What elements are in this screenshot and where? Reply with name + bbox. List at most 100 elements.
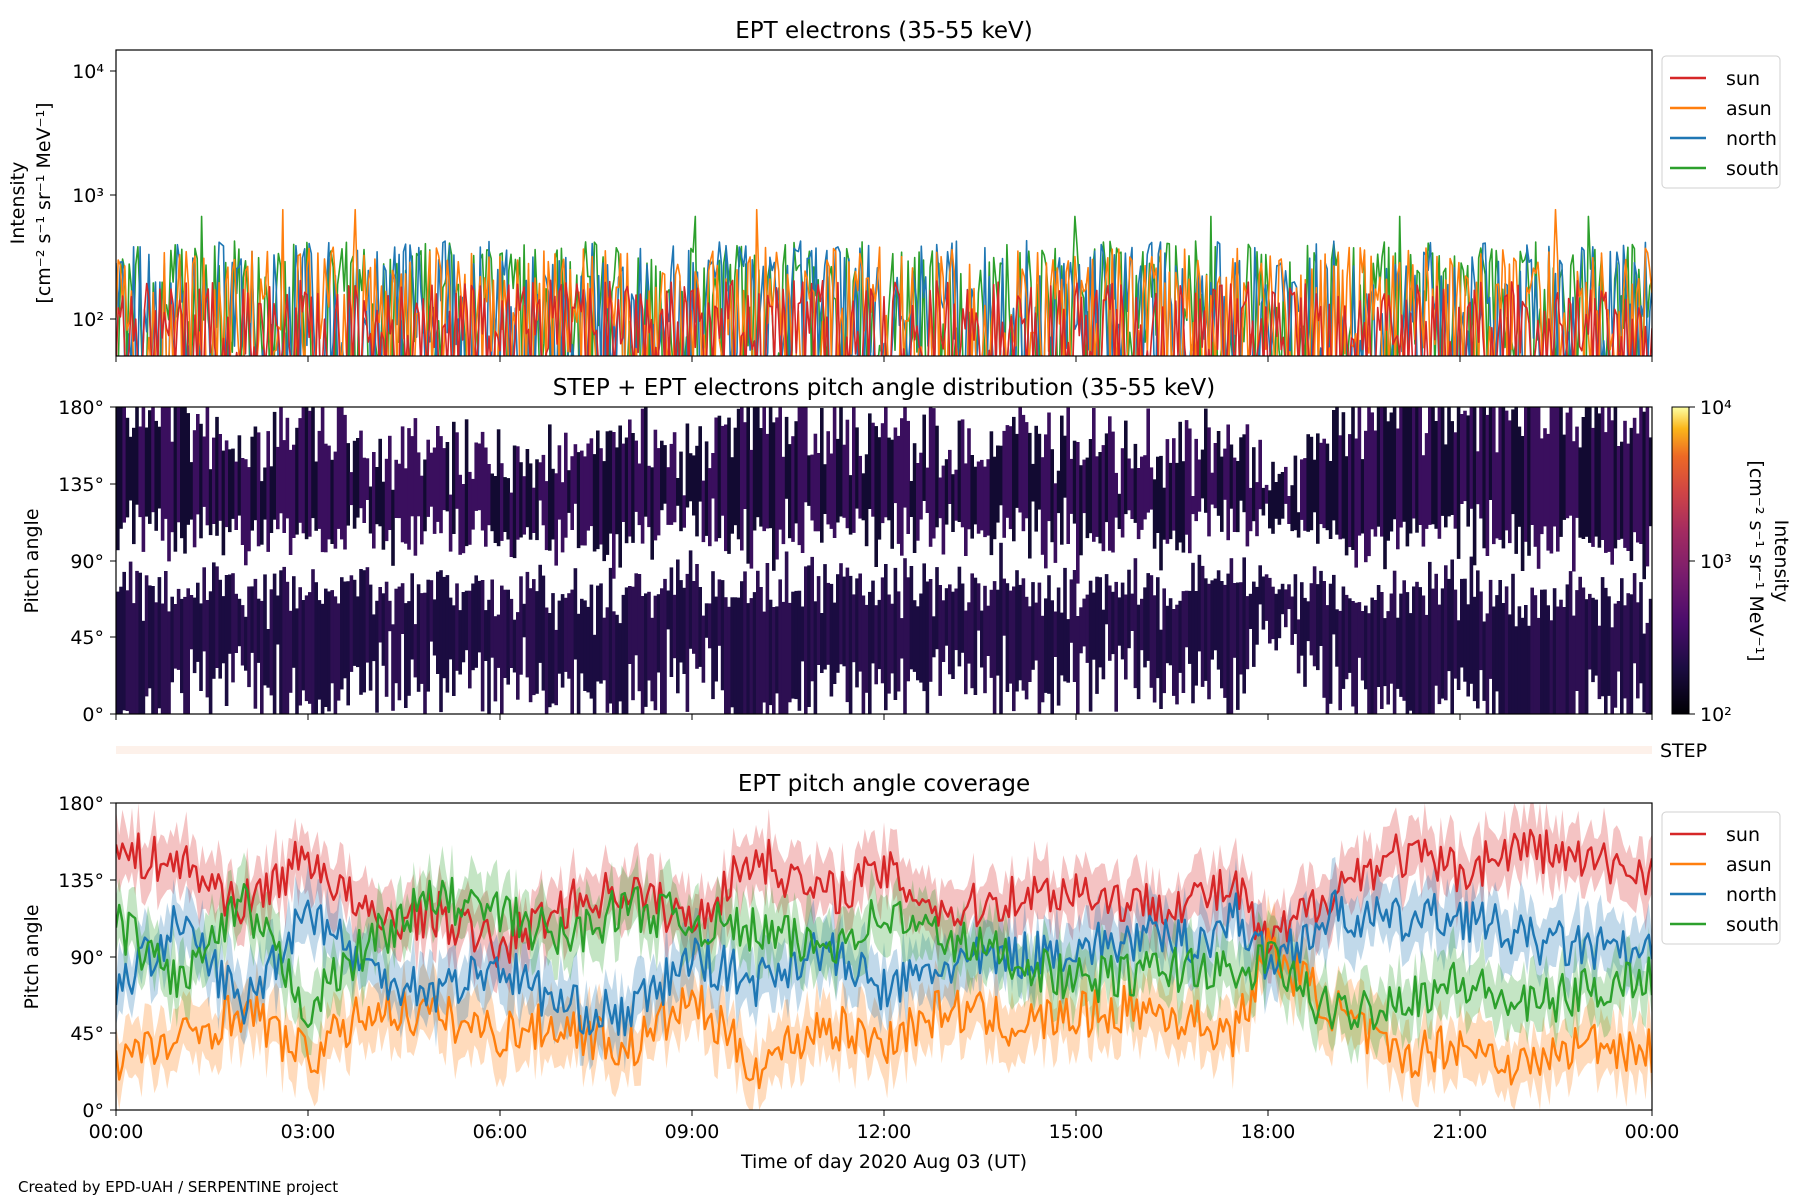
heatmap-cell xyxy=(1162,588,1166,694)
heatmap-cell xyxy=(1056,470,1061,514)
heatmap-cell xyxy=(1444,565,1448,701)
heatmap-cell xyxy=(1204,578,1208,681)
heatmap-cell xyxy=(580,450,584,546)
heatmap-cell xyxy=(970,455,974,539)
heatmap-cell xyxy=(1111,431,1115,553)
heatmap-cell xyxy=(311,569,315,714)
heatmap-cell xyxy=(887,594,891,694)
heatmap-cell xyxy=(1517,606,1522,714)
panel2-y-axis: 0° 45° 90° 135° 180° xyxy=(58,397,116,726)
heatmap-cell xyxy=(989,589,994,678)
heatmap-cell xyxy=(1172,438,1176,531)
heatmap-cell xyxy=(1460,414,1464,504)
heatmap-cell xyxy=(644,407,648,517)
heatmap-cell xyxy=(1232,457,1237,532)
heatmap-cell xyxy=(957,420,962,522)
heatmap-cell xyxy=(368,584,373,691)
heatmap-cell xyxy=(340,407,344,540)
heatmap-cell xyxy=(672,432,677,523)
colorbar-label-line2: [cm⁻² s⁻¹ sr⁻¹ MeV⁻¹] xyxy=(1745,460,1767,661)
heatmap-cell xyxy=(452,421,456,534)
heatmap-cell xyxy=(1069,458,1074,514)
heatmap-cell xyxy=(1162,487,1166,540)
heatmap-cell xyxy=(1636,602,1640,699)
panel-intensity: EPT electrons (35-55 keV) 10² 10³ 10⁴ In… xyxy=(7,18,1781,362)
heatmap-cell xyxy=(573,568,578,660)
heatmap-cell xyxy=(1588,407,1592,543)
heatmap-cell xyxy=(352,579,357,666)
heatmap-cell xyxy=(1047,412,1051,522)
heatmap-cell xyxy=(400,426,405,543)
heatmap-cell xyxy=(960,583,965,653)
heatmap-cell xyxy=(119,586,123,714)
heatmap-cell xyxy=(464,419,469,547)
heatmap-cell xyxy=(1376,407,1381,527)
heatmap-cell xyxy=(288,610,293,693)
heatmap-cell xyxy=(263,467,267,520)
series-line-south xyxy=(116,876,1652,1031)
heatmap-cell xyxy=(1348,434,1352,548)
heatmap-cell xyxy=(1408,613,1413,711)
heatmap-cell xyxy=(1248,593,1253,629)
heatmap-cell xyxy=(784,551,789,714)
heatmap-cell xyxy=(919,452,923,520)
heatmap-cell xyxy=(1319,570,1323,646)
heatmap-cell xyxy=(935,567,939,650)
heatmap-cell xyxy=(298,418,302,523)
heatmap-cell xyxy=(871,580,875,664)
heatmap-cell xyxy=(256,598,261,663)
heatmap-cell xyxy=(1594,599,1598,676)
heatmap-cell xyxy=(1018,407,1022,513)
heatmap-cell xyxy=(1005,425,1010,518)
heatmap-cell xyxy=(797,590,802,711)
heatmap-cell xyxy=(397,463,402,519)
heatmap-cell xyxy=(1559,407,1563,537)
heatmap-cell xyxy=(474,442,478,511)
panel1-legend-box xyxy=(1661,55,1781,189)
heatmap-cell xyxy=(1444,444,1448,528)
heatmap-cell xyxy=(439,570,443,713)
heatmap-cell xyxy=(871,422,875,517)
heatmap-cell xyxy=(160,603,165,714)
heatmap-cell xyxy=(1325,443,1330,531)
heatmap-cell xyxy=(791,436,795,542)
heatmap-cell xyxy=(666,467,670,525)
colorbar-gradient xyxy=(1671,406,1690,715)
heatmap-cell xyxy=(1613,407,1618,549)
heatmap-cell xyxy=(176,588,181,670)
heatmap-cell xyxy=(420,475,424,545)
colorbar-tick-label: 10³ xyxy=(1700,551,1732,573)
heatmap-cell xyxy=(1332,574,1336,635)
heatmap-cell xyxy=(727,417,731,554)
heatmap-cell xyxy=(586,443,590,531)
heatmap-cell xyxy=(372,614,376,662)
heatmap-cell xyxy=(1591,427,1595,547)
heatmap-cell xyxy=(570,589,574,714)
heatmap-cell xyxy=(839,407,843,517)
heatmap-cell xyxy=(1072,440,1077,524)
heatmap-cell xyxy=(864,604,869,693)
heatmap-cell xyxy=(714,596,718,682)
heatmap-cell xyxy=(292,444,296,538)
heatmap-cell xyxy=(192,430,197,548)
heatmap-cell xyxy=(1527,625,1531,714)
heatmap-cell xyxy=(314,461,318,531)
heatmap-cell xyxy=(432,447,437,534)
heatmap-cell xyxy=(1520,617,1525,714)
heatmap-cell xyxy=(1514,407,1518,554)
heatmap-cell xyxy=(1293,574,1298,634)
heatmap-cell xyxy=(1130,468,1134,519)
heatmap-cell xyxy=(948,449,952,504)
heatmap-cell xyxy=(202,567,206,652)
heatmap-cell xyxy=(1264,484,1269,504)
heatmap-cell xyxy=(836,438,840,523)
heatmap-cell xyxy=(1079,607,1083,654)
heatmap-cell xyxy=(388,435,392,530)
heatmap-cell xyxy=(116,407,120,551)
legend-label-asun: asun xyxy=(1726,854,1772,876)
heatmap-cell xyxy=(874,426,878,567)
heatmap-cell xyxy=(663,578,667,714)
heatmap-cell xyxy=(487,464,491,526)
heatmap-cell xyxy=(442,448,446,511)
footer-credit: Created by EPD-UAH / SERPENTINE project xyxy=(18,1178,338,1196)
